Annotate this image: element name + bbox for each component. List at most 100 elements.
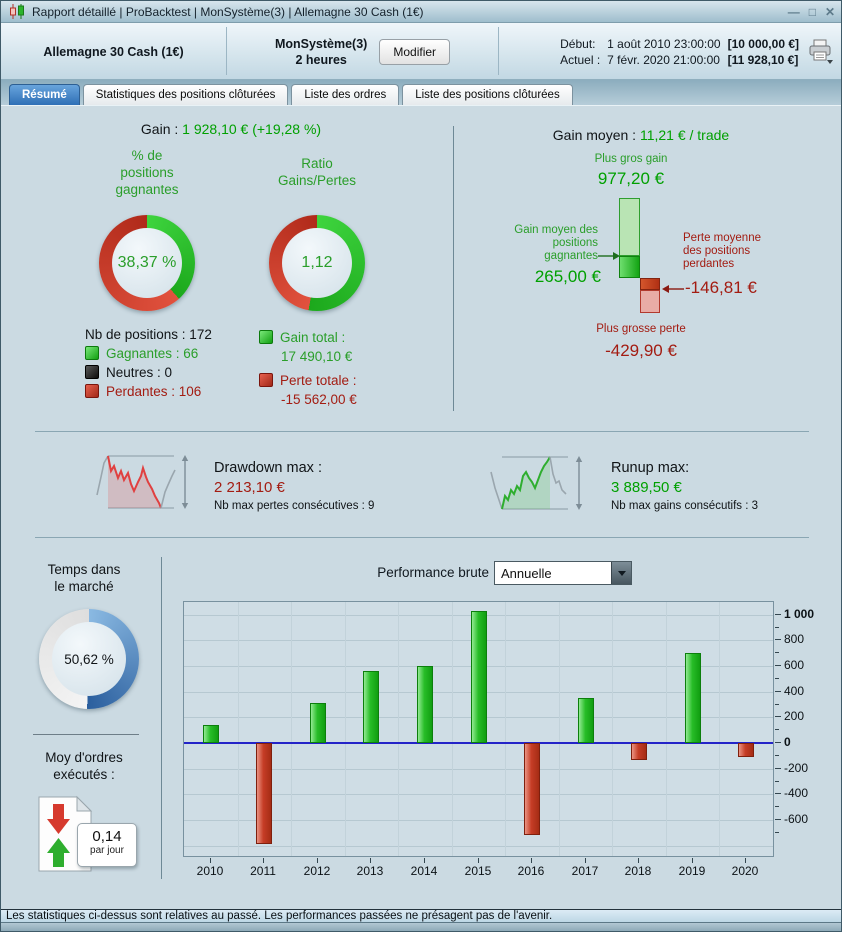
loss-total-square-icon bbox=[259, 373, 273, 387]
y-axis-tick bbox=[775, 691, 781, 692]
avg-win-bar bbox=[619, 256, 640, 278]
minimize-button[interactable]: — bbox=[787, 4, 800, 19]
worst-loss-bar bbox=[640, 290, 660, 313]
system-cell: MonSystème(3) 2 heures Modifier bbox=[227, 23, 498, 80]
avg-win-value: 265,00 € bbox=[534, 267, 601, 286]
x-axis-tick bbox=[745, 858, 746, 863]
header-separator bbox=[226, 27, 227, 75]
gridline-vertical bbox=[612, 602, 613, 856]
ratio-title: Ratio Gains/Pertes bbox=[277, 156, 357, 188]
totals-legend: Gain total : 17 490,10 € Perte totale : … bbox=[259, 328, 357, 409]
period-select[interactable]: Annuelle bbox=[494, 561, 632, 585]
y-axis-tick bbox=[775, 716, 781, 717]
neutral-count: Neutres : 0 bbox=[106, 365, 173, 380]
start-amount: [10 000,00 €] bbox=[727, 36, 799, 51]
market-time-title: Temps dans le marché bbox=[47, 562, 121, 594]
y-axis-label: 600 bbox=[784, 658, 805, 672]
y-axis-tick bbox=[775, 755, 779, 756]
title-bar: Rapport détaillé | ProBacktest | MonSyst… bbox=[1, 1, 841, 23]
gridline-vertical bbox=[398, 602, 399, 856]
orders-per-day-badge: 0,14 par jour bbox=[77, 823, 137, 867]
gridline-vertical bbox=[291, 602, 292, 856]
gridline-vertical bbox=[505, 602, 506, 856]
y-axis-tick bbox=[775, 806, 779, 807]
x-axis-tick bbox=[478, 858, 479, 863]
x-axis-tick bbox=[585, 858, 586, 863]
gain-line: Gain : 1 928,10 € (+19,28 %) bbox=[9, 121, 453, 137]
close-button[interactable]: ✕ bbox=[824, 4, 835, 19]
winners-count: Gagnantes : 66 bbox=[106, 346, 199, 361]
y-axis-label: -600 bbox=[784, 812, 809, 826]
tab-liste-ordres[interactable]: Liste des ordres bbox=[291, 84, 400, 105]
chart-bar-2020 bbox=[738, 743, 754, 757]
losers-count: Perdantes : 106 bbox=[106, 384, 202, 399]
x-axis-label: 2017 bbox=[571, 864, 599, 878]
runup-value: 3 889,50 € bbox=[611, 479, 682, 496]
chart-bar-2014 bbox=[417, 666, 433, 743]
current-date: 7 févr. 2020 21:00:00 bbox=[607, 52, 720, 67]
x-axis-label: 2015 bbox=[464, 864, 492, 878]
chart-bar-2013 bbox=[363, 671, 379, 743]
modify-button[interactable]: Modifier bbox=[379, 38, 451, 65]
x-axis-tick bbox=[638, 858, 639, 863]
y-axis-label: 800 bbox=[784, 632, 805, 646]
ratio-value: 1,12 bbox=[301, 254, 333, 271]
x-axis-label: 2014 bbox=[410, 864, 438, 878]
avg-win-arrow-icon bbox=[598, 252, 620, 260]
chevron-down-icon[interactable] bbox=[611, 562, 631, 584]
y-axis-tick bbox=[775, 729, 779, 730]
window-bottom-strip bbox=[1, 923, 841, 931]
drawdown-consecutive: Nb max pertes consécutives : 9 bbox=[214, 500, 375, 512]
print-icon[interactable] bbox=[807, 39, 835, 65]
best-gain-bar bbox=[619, 198, 640, 256]
y-axis-label: -200 bbox=[784, 761, 809, 775]
runup-label: Runup max: bbox=[611, 460, 690, 476]
avg-loss-arrow-icon bbox=[662, 285, 684, 293]
y-axis-tick bbox=[775, 652, 779, 653]
chart-bar-2018 bbox=[631, 743, 647, 760]
y-axis-tick bbox=[775, 678, 779, 679]
gridline-vertical bbox=[345, 602, 346, 856]
avg-loss-value: -146,81 € bbox=[685, 278, 757, 297]
y-axis-label: 0 bbox=[784, 735, 791, 749]
start-date: 1 août 2010 23:00:00 bbox=[607, 36, 721, 51]
losers-square-icon bbox=[85, 384, 99, 398]
chart-bar-2012 bbox=[310, 703, 326, 743]
y-axis-tick bbox=[775, 819, 781, 820]
x-axis-tick bbox=[317, 858, 318, 863]
chart-bar-2016 bbox=[524, 743, 540, 835]
runup-sparkline-icon bbox=[490, 456, 583, 510]
tab-resume[interactable]: Résumé bbox=[9, 84, 80, 105]
gain-total-label: Gain total : bbox=[280, 330, 346, 345]
drawdown-value: 2 213,10 € bbox=[214, 479, 285, 496]
start-label: Début: bbox=[560, 36, 596, 51]
y-axis-tick bbox=[775, 704, 779, 705]
loss-total-value: -15 562,00 € bbox=[281, 392, 357, 407]
winners-square-icon bbox=[85, 346, 99, 360]
gridline-vertical bbox=[559, 602, 560, 856]
header-separator bbox=[498, 27, 499, 75]
y-axis-label: 1 000 bbox=[784, 607, 815, 621]
gridline-vertical bbox=[452, 602, 453, 856]
period-selected-value: Annuelle bbox=[501, 565, 552, 581]
chart-y-axis: 1 000 800 600 400 200 0 -200 -400 -600 bbox=[775, 601, 839, 857]
disclaimer-bar: Les statistiques ci-dessus sont relative… bbox=[1, 909, 841, 923]
chart-bar-2015 bbox=[471, 611, 487, 743]
section-divider bbox=[35, 537, 809, 538]
dates-cell: Début: 1 août 2010 23:00:00 [10 000,00 €… bbox=[499, 23, 841, 80]
gridline-vertical bbox=[666, 602, 667, 856]
avg-loss-bar bbox=[640, 278, 660, 290]
orders-per-day-unit: par jour bbox=[90, 845, 124, 856]
drawdown-sparkline-icon bbox=[96, 455, 189, 509]
x-axis-label: 2019 bbox=[678, 864, 706, 878]
tab-liste-positions[interactable]: Liste des positions clôturées bbox=[402, 84, 573, 105]
y-axis-tick bbox=[775, 768, 781, 769]
x-axis-tick bbox=[692, 858, 693, 863]
x-axis-label: 2011 bbox=[250, 864, 276, 878]
gridline bbox=[184, 794, 773, 795]
y-axis-tick bbox=[775, 627, 779, 628]
gain-avg-value: 11,21 € / trade bbox=[639, 127, 730, 143]
maximize-button[interactable]: □ bbox=[808, 4, 816, 19]
left-column-divider bbox=[33, 734, 139, 735]
tab-statistiques[interactable]: Statistiques des positions clôturées bbox=[82, 84, 289, 105]
